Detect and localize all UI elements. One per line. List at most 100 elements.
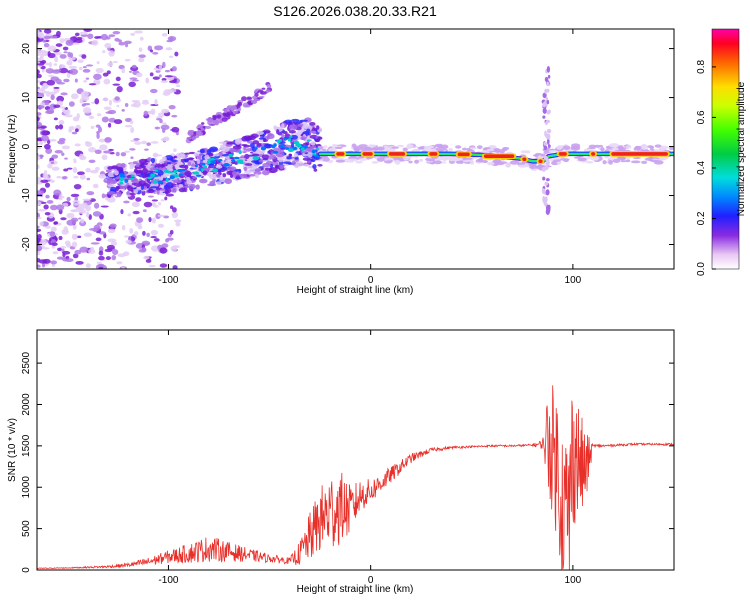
- spectrogram-cell: [46, 178, 53, 181]
- spectrogram-cell: [82, 65, 87, 69]
- spectrogram-cell: [79, 246, 89, 253]
- spectrogram-cell: [225, 156, 230, 160]
- spectrogram-cell: [608, 160, 613, 165]
- spectrogram-cell: [110, 241, 118, 246]
- spectrogram-cell: [119, 181, 124, 185]
- spectrogram-cell: [90, 242, 100, 245]
- spectrogram-cell: [112, 83, 121, 86]
- spectrogram-cell: [122, 251, 130, 257]
- figure-title: S126.2026.038.20.33.R21: [273, 3, 437, 19]
- spectrogram-cell: [151, 217, 157, 224]
- spectrogram-cell: [303, 163, 310, 167]
- spectrogram-cell: [316, 147, 320, 151]
- spectrogram-cell: [108, 179, 118, 185]
- spectrogram-cell: [609, 143, 620, 148]
- spectrogram-cell: [132, 161, 138, 165]
- spectrogram-cell: [187, 136, 192, 140]
- spectrogram-cell: [118, 41, 126, 46]
- spectrogram-cell: [417, 146, 425, 150]
- spectrogram-cell: [85, 205, 92, 212]
- spectrogram-cell: [135, 197, 142, 202]
- spectrogram-cell: [131, 174, 135, 178]
- spectrogram-cell: [48, 74, 54, 77]
- spectrogram-cell: [178, 184, 184, 188]
- spectrogram-cell: [158, 74, 162, 78]
- spectrogram-cell: [135, 163, 140, 168]
- spectrogram-cell: [406, 144, 414, 149]
- spectrogram-cell: [124, 150, 131, 153]
- spectrogram-cell: [654, 144, 662, 148]
- spectrogram-cell: [163, 169, 169, 173]
- spectrogram-cell: [88, 83, 97, 86]
- spectrogram-cell: [153, 238, 160, 242]
- spectrogram-cell: [37, 61, 41, 64]
- spectrogram-cell: [156, 189, 160, 195]
- spectrogram-cell: [312, 164, 317, 170]
- spectrogram-cell: [37, 57, 41, 62]
- spectrogram-cell: [300, 150, 308, 154]
- spectrogram-cell: [228, 166, 237, 171]
- spectrogram-cell: [80, 218, 85, 224]
- spectrogram-cell: [98, 250, 104, 256]
- spectrogram-cell: [37, 264, 41, 268]
- spectrogram-cell: [124, 40, 132, 45]
- spectrogram-cell: [112, 30, 121, 35]
- spectrogram-cell: [172, 265, 178, 269]
- spectrogram-cell: [71, 233, 78, 240]
- spectrogram-cell: [37, 121, 43, 128]
- spectrogram-cell: [165, 177, 169, 182]
- spectrogram-cell: [542, 195, 546, 203]
- spectrogram-cell: [161, 108, 170, 114]
- spectrogram-cell: [295, 161, 304, 167]
- spectrogram-cell: [102, 50, 106, 54]
- spectrogram-cell: [184, 185, 190, 189]
- spectrogram-cell: [376, 157, 385, 162]
- spectrogram-cell: [63, 51, 68, 54]
- spectrogram-cell: [284, 147, 290, 150]
- spectrogram-cell: [641, 143, 647, 149]
- spectrogram-cell: [124, 235, 129, 238]
- spectrogram-cell: [161, 32, 168, 37]
- spectrogram-cell: [243, 166, 248, 172]
- snr-x-tick-label: 100: [565, 575, 582, 586]
- spectrogram-cell: [492, 160, 502, 164]
- spectrogram-cell: [165, 181, 174, 188]
- spectrogram-cell: [119, 177, 125, 181]
- spectrogram-cell: [159, 118, 163, 124]
- spectrogram-cell: [93, 202, 100, 209]
- spectrogram-cell: [142, 175, 147, 179]
- spectrogram-cell: [397, 144, 405, 148]
- spectrogram-cell: [241, 96, 247, 102]
- spectrogram-cell: [243, 144, 251, 148]
- spectrogram-cell: [204, 154, 210, 161]
- spectrogram-cell: [168, 105, 176, 110]
- spectrogram-cell: [588, 144, 597, 149]
- spectrogram-cell: [148, 264, 156, 268]
- spectrogram-cell: [545, 189, 550, 196]
- spectrogram-cell: [40, 135, 50, 142]
- spectrogram-hot-core: [591, 152, 596, 156]
- spectrogram-cell: [234, 138, 242, 145]
- spectrogram-cell: [44, 143, 51, 150]
- spectrogram-cell: [139, 36, 144, 41]
- spectrogram-cell: [650, 159, 660, 163]
- spectrogram-cell: [279, 164, 284, 170]
- spectrogram-cell: [60, 217, 67, 221]
- spectrogram-cell: [138, 57, 145, 63]
- spectrogram-cell: [258, 137, 265, 140]
- spectrogram-cell: [237, 101, 243, 107]
- spectrogram-cell: [185, 176, 191, 181]
- spectrogram-cell: [162, 122, 167, 126]
- spectrogram-hot-core: [611, 152, 668, 156]
- spectrogram-cell: [141, 247, 147, 253]
- spectrogram-cell: [385, 147, 391, 153]
- spectrogram-cell: [121, 266, 125, 269]
- spectrogram-hot-core: [522, 157, 527, 162]
- spectrogram-x-tick-label: 100: [565, 275, 582, 286]
- spectrogram-cell: [286, 156, 292, 160]
- spectrogram-cell: [251, 163, 260, 168]
- spectrogram-cell: [53, 117, 58, 121]
- spectrogram-cell: [173, 179, 182, 184]
- spectrogram-cell: [238, 150, 242, 155]
